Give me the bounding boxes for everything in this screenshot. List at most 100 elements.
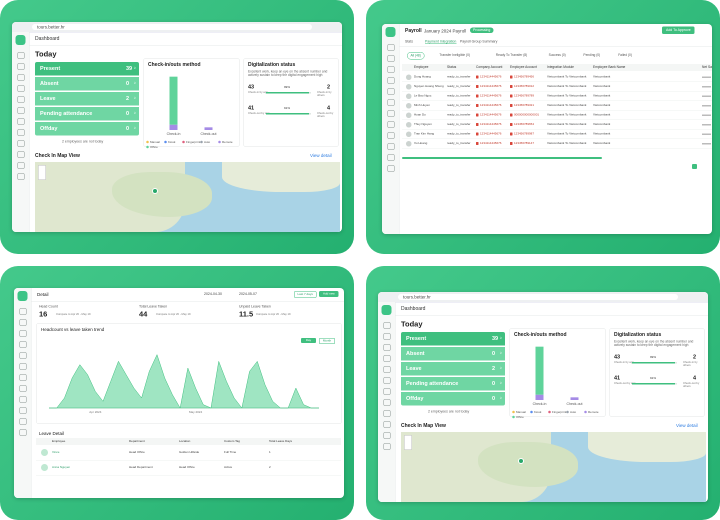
nav-icon[interactable] [387,165,395,172]
nav-icon[interactable] [387,121,395,128]
nav-icon[interactable] [19,319,27,326]
nav-icon[interactable] [387,88,395,95]
nav-icon[interactable] [17,140,25,147]
nav-icon[interactable] [17,162,25,169]
nav-icon[interactable] [387,99,395,106]
nav-icon[interactable] [387,44,395,51]
cell: 1234114445676 [480,113,502,117]
bank-icon [510,113,513,117]
status-row[interactable] [35,122,139,136]
status-row[interactable] [401,332,505,346]
avatar [406,131,412,137]
masked-salary [702,133,711,135]
nav-icon[interactable] [383,399,391,406]
nav-icon[interactable] [383,432,391,439]
tab[interactable]: Payment Integration [425,40,457,44]
nav-icon[interactable] [383,355,391,362]
avatar [41,449,48,456]
row-line [402,81,712,82]
status-row[interactable] [35,62,139,76]
masked-salary [702,114,711,116]
filter[interactable]: Failed (0) [618,53,632,58]
status-row[interactable] [401,362,505,376]
nav-icon[interactable] [387,110,395,117]
nav-icon[interactable] [383,421,391,428]
stat-note: Compare to Apr 20 - May 19 [56,313,91,316]
nav-icon[interactable] [19,374,27,381]
cell: Minh Huyen [414,104,431,107]
nav-icon[interactable] [19,396,27,403]
nav-icon[interactable] [19,385,27,392]
nav-icon[interactable] [387,143,395,150]
nav-icon[interactable] [383,344,391,351]
land [588,432,706,462]
filter[interactable]: All (48) [407,52,425,60]
primary-button[interactable]: Add To Approve [662,26,695,34]
nav-icon[interactable] [387,55,395,62]
pagination[interactable] [692,164,697,169]
tab[interactable]: Payroll Group Summary [460,40,498,44]
status-row[interactable] [401,347,505,361]
status-row[interactable] [401,377,505,391]
nav-icon[interactable] [383,377,391,384]
nav-icon[interactable] [17,107,25,114]
nav-icon[interactable] [17,63,25,70]
nav-icon[interactable] [387,132,395,139]
status-row[interactable] [35,107,139,121]
status-row[interactable] [35,92,139,106]
nav-icon[interactable] [383,410,391,417]
add-button[interactable]: Add new [319,291,339,297]
nav-icon[interactable] [387,66,395,73]
map-link[interactable]: View detail [676,423,698,428]
filter[interactable]: Pending (0) [583,53,601,58]
filter[interactable]: Ready To Transfer (8) [495,53,528,58]
nav-icon[interactable] [17,151,25,158]
digital-value: 43 [614,354,621,360]
nav-icon[interactable] [19,308,27,315]
zoom-control[interactable] [38,165,46,180]
nav-icon[interactable] [17,74,25,81]
nav-icon[interactable] [17,173,25,180]
nav-icon[interactable] [19,330,27,337]
filter[interactable]: Transfer Ineligible (0) [439,53,470,58]
cell: Vietcombank [593,132,611,136]
filter[interactable]: Success (0) [548,53,566,58]
bank-icon [476,85,479,88]
nav-icon[interactable] [19,352,27,359]
toggle[interactable]: Day [301,338,316,343]
zoom-control[interactable] [404,435,412,450]
nav-icon[interactable] [383,366,391,373]
nav-icon[interactable] [17,96,25,103]
legend-dot [164,140,167,144]
range-button[interactable]: Last 7 days [294,291,317,298]
tab[interactable]: Stats [405,40,413,44]
status-row[interactable] [35,77,139,91]
nav-icon[interactable] [19,429,27,436]
nav-icon[interactable] [19,341,27,348]
nav-icon[interactable] [17,129,25,136]
nav-icon[interactable] [383,333,391,340]
date-to: 2024-05-07 [239,292,257,297]
nav-icon[interactable] [383,443,391,450]
nav-icon[interactable] [19,363,27,370]
nav-icon[interactable] [19,418,27,425]
nav-icon[interactable] [387,154,395,161]
status-row[interactable] [401,392,505,406]
method-chart: Check-in Check-out Manual Kiosk Fingerprint A… [512,346,599,419]
nav-icon[interactable] [383,388,391,395]
map-link[interactable]: View detail [310,153,332,158]
cell: ready_to_transfer [447,142,471,145]
nav-icon[interactable] [387,77,395,84]
digital-other-label: Check-out by others [683,382,700,388]
status-note: 2 employees are not today [62,140,104,144]
nav-icon[interactable] [383,322,391,329]
x-label: Check-out [567,402,583,406]
nav-icon[interactable] [17,52,25,59]
cell: Vietcombank [593,113,611,117]
bank-icon [476,142,479,145]
nav-icon[interactable] [17,118,25,125]
nav-icon[interactable] [17,85,25,92]
digital-card [243,58,339,147]
nav-icon[interactable] [19,407,27,414]
toggle[interactable]: Month [319,338,335,344]
